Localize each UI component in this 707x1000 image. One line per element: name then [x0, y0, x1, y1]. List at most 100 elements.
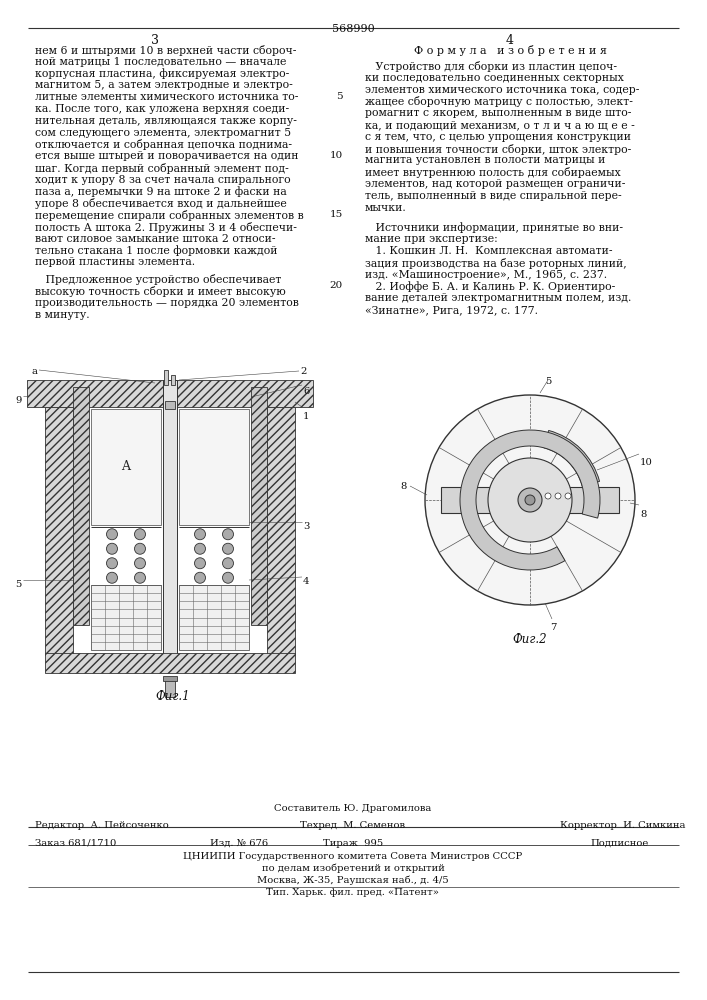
Text: Устройство для сборки из пластин цепоч-: Устройство для сборки из пластин цепоч- [365, 61, 617, 72]
Text: Фиг.1: Фиг.1 [155, 690, 189, 703]
Circle shape [545, 493, 551, 499]
Text: 5: 5 [337, 92, 343, 101]
Text: Тип. Харьк. фил. пред. «Патент»: Тип. Харьк. фил. пред. «Патент» [267, 888, 440, 897]
Text: элементов химического источника тока, содер-: элементов химического источника тока, со… [365, 85, 639, 95]
Circle shape [134, 572, 146, 583]
Bar [251, 387, 267, 625]
Text: производительность — порядка 20 элементов: производительность — порядка 20 элементо… [35, 298, 299, 308]
Text: перемещение спирали собранных элементов в: перемещение спирали собранных элементов … [35, 210, 304, 221]
Text: 1. Кошкин Л. Н.  Комплексная автомати-: 1. Кошкин Л. Н. Комплексная автомати- [365, 246, 612, 256]
Text: 10: 10 [640, 458, 653, 467]
Text: мычки.: мычки. [365, 203, 407, 213]
Circle shape [223, 558, 233, 569]
Circle shape [134, 529, 146, 540]
Text: a: a [32, 367, 38, 376]
Circle shape [425, 395, 635, 605]
Text: тель, выполненный в виде спиральной пере-: тель, выполненный в виде спиральной пере… [365, 191, 621, 201]
Text: литные элементы химического источника то-: литные элементы химического источника то… [35, 92, 298, 102]
Text: мание при экспертизе:: мание при экспертизе: [365, 234, 498, 244]
Text: 5: 5 [16, 580, 22, 589]
Text: корпусная пластина, фиксируемая электро-: корпусная пластина, фиксируемая электро- [35, 69, 289, 79]
Text: ка. После того, как уложена верхняя соеди-: ка. После того, как уложена верхняя соед… [35, 104, 289, 114]
Text: имеет внутреннюю полость для собираемых: имеет внутреннюю полость для собираемых [365, 167, 621, 178]
Bar [179, 409, 249, 525]
Bar [163, 380, 177, 660]
Text: 8: 8 [640, 510, 646, 519]
Text: 4: 4 [303, 577, 310, 586]
Text: Москва, Ж-35, Раушская наб., д. 4/5: Москва, Ж-35, Раушская наб., д. 4/5 [257, 876, 449, 885]
Bar [440, 487, 619, 513]
Text: 7: 7 [550, 623, 556, 632]
Text: элементов, над которой размещен ограничи-: элементов, над которой размещен ограничи… [365, 179, 626, 189]
Text: ется выше штырей и поворачивается на один: ется выше штырей и поворачивается на оди… [35, 151, 298, 161]
Bar [45, 653, 295, 673]
Text: Составитель Ю. Драгомилова: Составитель Ю. Драгомилова [274, 804, 432, 813]
Bar [73, 387, 89, 625]
Text: упоре 8 обеспечивается вход и дальнейшее: упоре 8 обеспечивается вход и дальнейшее [35, 198, 287, 209]
Text: Заказ 681/1710: Заказ 681/1710 [35, 839, 117, 848]
Text: 6: 6 [303, 387, 309, 396]
Bar [45, 407, 73, 655]
Wedge shape [460, 430, 600, 570]
Circle shape [134, 558, 146, 569]
Text: и повышения точности сборки, шток электро-: и повышения точности сборки, шток электр… [365, 144, 631, 155]
Text: Корректор  И. Симкина: Корректор И. Симкина [560, 821, 686, 830]
Text: ка, и подающий механизм, о т л и ч а ю щ е е -: ка, и подающий механизм, о т л и ч а ю щ… [365, 120, 635, 130]
Circle shape [223, 572, 233, 583]
Text: с я тем, что, с целью упрощения конструкции: с я тем, что, с целью упрощения конструк… [365, 132, 631, 142]
Text: жащее сборочную матрицу с полостью, элект-: жащее сборочную матрицу с полостью, элек… [365, 96, 633, 107]
Text: 8: 8 [400, 482, 407, 491]
Text: отключается и собранная цепочка поднима-: отключается и собранная цепочка поднима- [35, 139, 292, 150]
Wedge shape [544, 430, 600, 486]
Text: 2: 2 [300, 367, 306, 376]
Text: 9: 9 [16, 396, 22, 405]
Text: 3: 3 [151, 34, 159, 47]
Circle shape [555, 493, 561, 499]
Text: Ф о р м у л а   и з о б р е т е н и я: Ф о р м у л а и з о б р е т е н и я [414, 45, 607, 56]
Bar [91, 409, 161, 525]
Text: зация производства на базе роторных линий,: зация производства на базе роторных лини… [365, 258, 626, 269]
Text: 4: 4 [506, 34, 514, 47]
Text: «Зинатне», Рига, 1972, с. 177.: «Зинатне», Рига, 1972, с. 177. [365, 305, 538, 315]
Text: ходит к упору 8 за счет начала спирального: ходит к упору 8 за счет начала спирально… [35, 175, 291, 185]
Bar [164, 370, 168, 385]
Circle shape [134, 543, 146, 554]
Text: шаг. Когда первый собранный элемент под-: шаг. Когда первый собранный элемент под- [35, 163, 288, 174]
Text: 5: 5 [545, 377, 551, 386]
Circle shape [194, 558, 206, 569]
Text: магнита установлен в полости матрицы и: магнита установлен в полости матрицы и [365, 155, 605, 165]
Circle shape [194, 543, 206, 554]
Text: первой пластины элемента.: первой пластины элемента. [35, 257, 195, 267]
Circle shape [107, 529, 117, 540]
Bar [171, 375, 175, 385]
Text: Изд. № 676: Изд. № 676 [210, 839, 268, 848]
Circle shape [107, 572, 117, 583]
Circle shape [518, 488, 542, 512]
Circle shape [223, 529, 233, 540]
Text: высокую точность сборки и имеет высокую: высокую точность сборки и имеет высокую [35, 286, 286, 297]
Text: полость А штока 2. Пружины 3 и 4 обеспечи-: полость А штока 2. Пружины 3 и 4 обеспеч… [35, 222, 297, 233]
Text: ромагнит с якорем, выполненным в виде што-: ромагнит с якорем, выполненным в виде шт… [365, 108, 631, 118]
Circle shape [525, 495, 535, 505]
Text: изд. «Машиностроение», М., 1965, с. 237.: изд. «Машиностроение», М., 1965, с. 237. [365, 270, 607, 280]
Text: 15: 15 [329, 210, 343, 219]
Text: ной матрицы 1 последовательно — вначале: ной матрицы 1 последовательно — вначале [35, 57, 286, 67]
Text: нительная деталь, являющаяся также корпу-: нительная деталь, являющаяся также корпу… [35, 116, 297, 126]
Text: Тираж  995: Тираж 995 [323, 839, 383, 848]
Text: 1: 1 [303, 412, 310, 421]
Text: в минуту.: в минуту. [35, 310, 90, 320]
Text: Редактор  А. Пейсоченко: Редактор А. Пейсоченко [35, 821, 169, 830]
Text: ки последовательно соединенных секторных: ки последовательно соединенных секторных [365, 73, 624, 83]
Circle shape [107, 543, 117, 554]
Text: тельно стакана 1 после формовки каждой: тельно стакана 1 после формовки каждой [35, 246, 278, 256]
Text: по делам изобретений и открытий: по делам изобретений и открытий [262, 863, 445, 873]
Text: 3: 3 [303, 522, 310, 531]
Text: вание деталей электромагнитным полем, изд.: вание деталей электромагнитным полем, из… [365, 293, 631, 303]
Bar [163, 676, 177, 681]
Text: вают силовое замыкание штока 2 относи-: вают силовое замыкание штока 2 относи- [35, 234, 276, 244]
Text: нем 6 и штырями 10 в верхней части сбороч-: нем 6 и штырями 10 в верхней части сборо… [35, 45, 296, 56]
Text: сом следующего элемента, электромагнит 5: сом следующего элемента, электромагнит 5 [35, 128, 291, 138]
Text: A: A [122, 460, 131, 474]
Circle shape [194, 572, 206, 583]
Text: 20: 20 [329, 281, 343, 290]
